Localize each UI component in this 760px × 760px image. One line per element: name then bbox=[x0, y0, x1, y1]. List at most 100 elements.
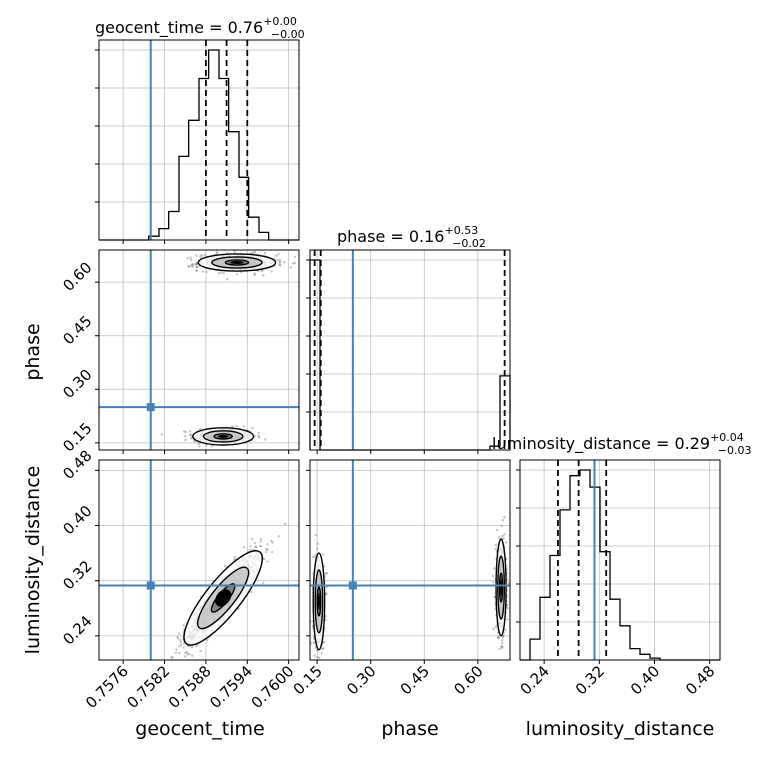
sample-point bbox=[498, 647, 501, 651]
sample-point bbox=[492, 581, 495, 584]
x-axis-label-luminosity-distance: luminosity_distance bbox=[526, 718, 715, 740]
sample-point bbox=[191, 265, 195, 268]
sample-point bbox=[260, 270, 263, 273]
title-sub: −0.03 bbox=[718, 444, 752, 457]
sample-point bbox=[263, 557, 266, 561]
sample-point bbox=[194, 263, 197, 266]
sample-point bbox=[259, 537, 263, 541]
y-axis-label-luminosity-distance: luminosity_distance bbox=[22, 466, 44, 655]
sample-point bbox=[320, 652, 324, 655]
sample-point bbox=[188, 660, 190, 662]
sample-point bbox=[324, 593, 328, 596]
sample-point bbox=[199, 427, 202, 431]
panel-title-luminosity-distance: luminosity_distance = 0.29+0.04 −0.03 bbox=[492, 431, 752, 457]
sample-point bbox=[506, 606, 509, 610]
x-tick-label-phase: 0.15 bbox=[290, 662, 326, 698]
sample-point bbox=[494, 547, 497, 551]
sample-point bbox=[500, 524, 504, 528]
sample-point bbox=[283, 260, 286, 264]
sample-point bbox=[325, 592, 328, 595]
sample-point bbox=[493, 595, 496, 599]
sample-point bbox=[324, 618, 327, 622]
sample-point bbox=[195, 254, 198, 257]
sample-point bbox=[183, 435, 187, 438]
hist-luminosity_distance-frame bbox=[519, 459, 721, 661]
sample-point bbox=[193, 440, 196, 443]
sample-point bbox=[278, 263, 281, 266]
sample-point bbox=[292, 262, 295, 265]
panel-geocent_time-vs-phase-samples bbox=[160, 247, 297, 448]
sample-point bbox=[268, 247, 270, 249]
sample-point bbox=[501, 534, 504, 538]
sample-point bbox=[242, 425, 246, 428]
sample-point bbox=[266, 548, 269, 551]
sample-point bbox=[183, 666, 185, 668]
sample-point bbox=[174, 651, 178, 654]
sample-point bbox=[200, 254, 204, 257]
y-axis-label-phase: phase bbox=[22, 323, 44, 380]
sample-point bbox=[324, 572, 328, 575]
sample-point bbox=[235, 273, 239, 276]
sample-point bbox=[262, 274, 265, 277]
sample-point bbox=[502, 634, 505, 637]
sample-point bbox=[190, 264, 193, 267]
sample-point bbox=[250, 590, 253, 594]
panel-title-geocent-time: geocent_time = 0.76+0.00 −0.00 bbox=[95, 15, 305, 41]
sample-point bbox=[183, 655, 187, 658]
hist-luminosity_distance-step bbox=[520, 469, 720, 661]
x-axis-label-phase: phase bbox=[381, 718, 438, 740]
sample-point bbox=[501, 639, 504, 642]
sample-point bbox=[311, 555, 315, 558]
sample-point bbox=[225, 277, 229, 281]
sample-point bbox=[314, 533, 317, 537]
sample-point bbox=[184, 438, 187, 442]
y-tick-label-phase: 0.45 bbox=[59, 312, 95, 348]
sample-point bbox=[262, 581, 265, 585]
y-tick-label-luminosity_distance: 0.48 bbox=[59, 447, 95, 483]
sample-point bbox=[265, 548, 268, 551]
sample-point bbox=[253, 435, 257, 438]
sample-point bbox=[270, 270, 273, 273]
hist-geocent_time-step bbox=[99, 49, 299, 241]
x-tick-label-phase: 0.60 bbox=[450, 662, 486, 698]
sample-point bbox=[199, 649, 202, 653]
sample-point bbox=[192, 262, 195, 266]
sample-point bbox=[189, 256, 192, 259]
title-sup: +0.00 bbox=[263, 15, 297, 28]
x-tick-label-luminosity_distance: 0.32 bbox=[572, 662, 608, 698]
sample-point bbox=[205, 270, 208, 274]
sample-point bbox=[312, 641, 316, 645]
sample-point bbox=[293, 255, 297, 258]
sample-point bbox=[313, 654, 316, 657]
sample-point bbox=[495, 528, 499, 532]
sample-point bbox=[179, 640, 183, 644]
sample-point bbox=[182, 624, 185, 627]
sample-point bbox=[504, 541, 508, 544]
title-sup: +0.04 bbox=[710, 431, 744, 444]
sample-point bbox=[189, 258, 193, 262]
sample-point bbox=[496, 636, 500, 639]
hist-geocent_time-frame bbox=[98, 39, 300, 241]
sample-point bbox=[492, 567, 496, 570]
sample-point bbox=[259, 545, 263, 548]
sample-point bbox=[321, 664, 323, 666]
sample-point bbox=[219, 271, 223, 274]
x-axis-label-geocent-time: geocent_time bbox=[135, 718, 264, 740]
sample-point bbox=[160, 433, 164, 436]
contour-core bbox=[317, 592, 320, 610]
x-tick-label-luminosity_distance: 0.40 bbox=[627, 662, 663, 698]
sample-point bbox=[271, 541, 274, 544]
sample-point bbox=[250, 251, 253, 255]
panel-phase-vs-luminosity_distance-truth-marker bbox=[348, 581, 357, 590]
sample-point bbox=[171, 656, 174, 659]
sample-point bbox=[278, 261, 282, 264]
sample-point bbox=[187, 265, 190, 268]
panel-geocent_time-vs-phase-truth-marker bbox=[146, 403, 155, 412]
sample-point bbox=[186, 653, 189, 656]
sample-point bbox=[500, 646, 504, 650]
sample-point bbox=[189, 433, 192, 436]
sample-point bbox=[195, 269, 198, 272]
sample-point bbox=[253, 272, 257, 275]
sample-point bbox=[322, 647, 325, 650]
panel-geocent_time-vs-luminosity_distance-frame bbox=[98, 459, 300, 661]
